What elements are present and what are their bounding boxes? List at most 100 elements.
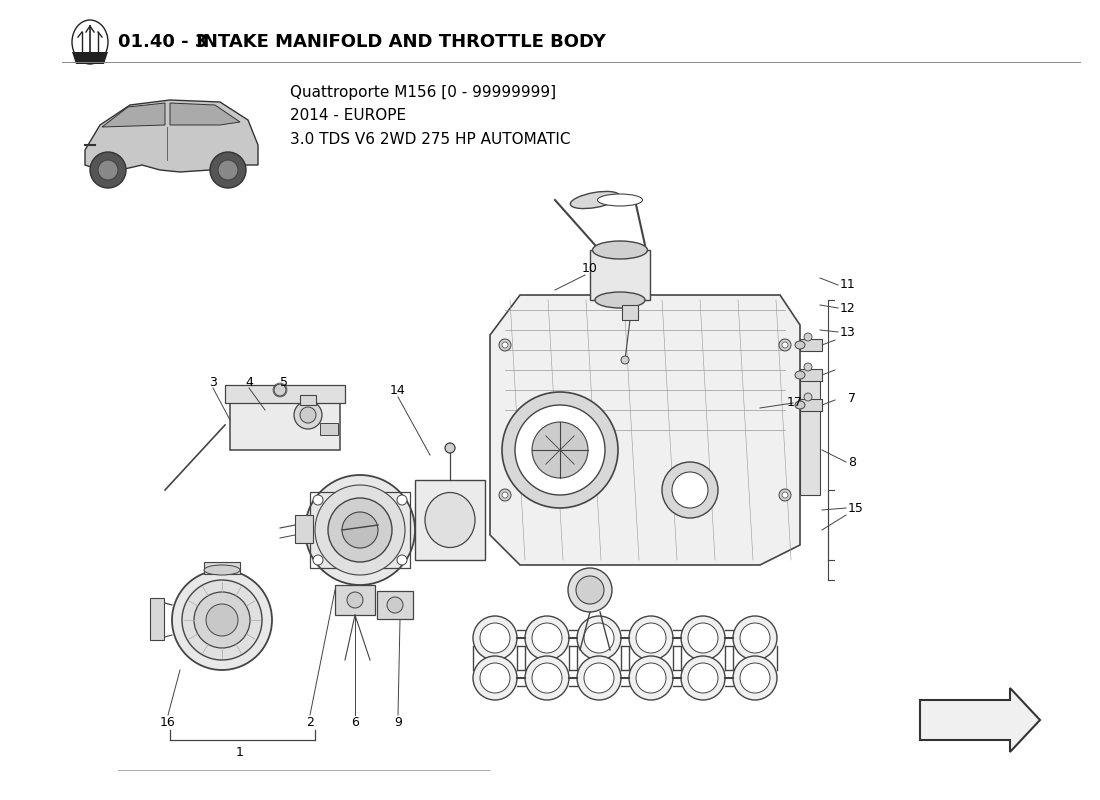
Circle shape bbox=[206, 604, 238, 636]
Ellipse shape bbox=[597, 194, 642, 206]
Text: 12: 12 bbox=[840, 302, 856, 314]
Text: 17: 17 bbox=[788, 397, 803, 410]
Circle shape bbox=[274, 384, 286, 396]
Text: 01.40 - 3: 01.40 - 3 bbox=[118, 33, 208, 51]
Circle shape bbox=[480, 663, 510, 693]
Circle shape bbox=[172, 570, 272, 670]
Circle shape bbox=[578, 656, 621, 700]
Ellipse shape bbox=[795, 341, 805, 349]
Circle shape bbox=[804, 393, 812, 401]
Text: 5: 5 bbox=[280, 375, 288, 389]
Circle shape bbox=[502, 392, 618, 508]
Bar bbox=[800, 399, 822, 411]
Circle shape bbox=[98, 160, 118, 180]
Ellipse shape bbox=[795, 371, 805, 379]
Circle shape bbox=[568, 568, 612, 612]
Circle shape bbox=[397, 555, 407, 565]
Bar bbox=[295, 515, 313, 543]
Text: 10: 10 bbox=[582, 262, 598, 274]
Circle shape bbox=[300, 407, 316, 423]
Bar bbox=[226, 385, 345, 403]
Circle shape bbox=[688, 623, 718, 653]
Text: 9: 9 bbox=[394, 715, 402, 729]
Circle shape bbox=[782, 492, 788, 498]
Circle shape bbox=[681, 616, 725, 660]
Circle shape bbox=[636, 663, 666, 693]
Bar bbox=[230, 395, 340, 450]
Circle shape bbox=[328, 498, 392, 562]
Text: 15: 15 bbox=[848, 502, 864, 514]
Circle shape bbox=[210, 152, 246, 188]
Circle shape bbox=[681, 656, 725, 700]
Circle shape bbox=[629, 656, 673, 700]
Bar bbox=[377, 591, 412, 619]
Text: 2: 2 bbox=[306, 715, 313, 729]
Text: INTAKE MANIFOLD AND THROTTLE BODY: INTAKE MANIFOLD AND THROTTLE BODY bbox=[190, 33, 606, 51]
Polygon shape bbox=[72, 52, 108, 64]
Bar bbox=[590, 250, 650, 300]
Bar bbox=[300, 395, 316, 405]
Text: 11: 11 bbox=[840, 278, 856, 291]
Ellipse shape bbox=[595, 292, 645, 308]
Polygon shape bbox=[920, 688, 1040, 752]
Circle shape bbox=[584, 623, 614, 653]
Text: 3.0 TDS V6 2WD 275 HP AUTOMATIC: 3.0 TDS V6 2WD 275 HP AUTOMATIC bbox=[290, 131, 571, 146]
Polygon shape bbox=[490, 295, 800, 565]
Circle shape bbox=[779, 339, 791, 351]
Bar bbox=[320, 423, 338, 435]
Circle shape bbox=[782, 342, 788, 348]
Ellipse shape bbox=[570, 191, 619, 209]
Circle shape bbox=[294, 401, 322, 429]
Circle shape bbox=[733, 616, 777, 660]
Text: 3: 3 bbox=[209, 375, 217, 389]
Polygon shape bbox=[102, 103, 165, 127]
Bar bbox=[150, 598, 164, 640]
Circle shape bbox=[733, 656, 777, 700]
Circle shape bbox=[740, 663, 770, 693]
Bar bbox=[336, 585, 375, 615]
Circle shape bbox=[621, 356, 629, 364]
Text: Quattroporte M156 [0 - 99999999]: Quattroporte M156 [0 - 99999999] bbox=[290, 86, 557, 101]
Bar bbox=[310, 492, 410, 568]
Circle shape bbox=[525, 656, 569, 700]
Circle shape bbox=[218, 160, 238, 180]
Circle shape bbox=[532, 422, 588, 478]
Circle shape bbox=[314, 555, 323, 565]
Circle shape bbox=[532, 623, 562, 653]
Circle shape bbox=[446, 443, 455, 453]
Circle shape bbox=[90, 152, 126, 188]
Polygon shape bbox=[85, 100, 258, 172]
Text: 13: 13 bbox=[840, 326, 856, 338]
Circle shape bbox=[397, 495, 407, 505]
Circle shape bbox=[672, 472, 708, 508]
Circle shape bbox=[804, 363, 812, 371]
Circle shape bbox=[502, 342, 508, 348]
Circle shape bbox=[305, 475, 415, 585]
Bar bbox=[800, 375, 820, 495]
Circle shape bbox=[315, 485, 405, 575]
Text: 1: 1 bbox=[236, 746, 244, 758]
Circle shape bbox=[182, 580, 262, 660]
Ellipse shape bbox=[72, 20, 108, 64]
Text: 6: 6 bbox=[351, 715, 359, 729]
Circle shape bbox=[629, 616, 673, 660]
Bar bbox=[800, 339, 822, 351]
Ellipse shape bbox=[204, 565, 240, 575]
Polygon shape bbox=[170, 103, 240, 125]
Circle shape bbox=[342, 512, 378, 548]
Text: 16: 16 bbox=[161, 715, 176, 729]
Circle shape bbox=[502, 492, 508, 498]
Text: 2014 - EUROPE: 2014 - EUROPE bbox=[290, 109, 406, 123]
Bar bbox=[800, 369, 822, 381]
Circle shape bbox=[387, 597, 403, 613]
Circle shape bbox=[499, 339, 512, 351]
Circle shape bbox=[515, 405, 605, 495]
Bar bbox=[204, 562, 240, 574]
Ellipse shape bbox=[593, 241, 648, 259]
Circle shape bbox=[314, 495, 323, 505]
Text: 8: 8 bbox=[848, 455, 856, 469]
Circle shape bbox=[194, 592, 250, 648]
Circle shape bbox=[576, 576, 604, 604]
Circle shape bbox=[499, 489, 512, 501]
Circle shape bbox=[688, 663, 718, 693]
